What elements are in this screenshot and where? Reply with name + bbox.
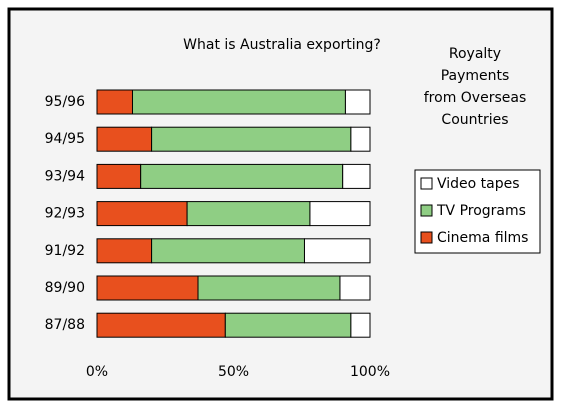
x-tick-label: 100% [350,364,390,380]
y-tick-label: 92/93 [45,206,85,222]
bar-segment [197,275,341,301]
y-tick-label: 91/92 [45,243,85,259]
x-tick-label: 0% [86,364,108,380]
y-tick-label: 89/90 [45,280,85,296]
legend-label: Video tapes [437,176,520,192]
bar-segment [303,238,371,264]
bar-segment [224,312,352,338]
bar-segment [140,163,344,189]
bar-segment [151,238,305,264]
annotation: Payments [441,68,510,84]
annotation: Countries [441,112,508,128]
annotation: Royalty [449,46,501,62]
x-tick-label: 50% [218,364,249,380]
legend-swatch [420,177,433,190]
y-tick-label: 87/88 [45,317,85,333]
y-tick-label: 94/95 [45,131,85,147]
legend-swatch [420,231,433,244]
bar-segment [96,163,142,189]
legend-swatch [420,204,433,217]
legend-box [414,169,541,254]
bar-segment [344,89,371,115]
y-tick-label: 93/94 [45,168,85,184]
bar-segment [96,275,199,301]
bar-segment [151,126,352,152]
bar-segment [309,201,371,227]
legend-label: TV Programs [436,203,526,219]
bar-segment [96,126,153,152]
annotation: from Overseas [424,90,526,106]
bar-segment [131,89,346,115]
bar-segment [350,126,371,152]
bar-segment [96,238,153,264]
bar-segment [342,163,371,189]
bar-segment [96,201,188,227]
bar-segment [96,89,133,115]
y-tick-label: 95/96 [45,94,85,110]
chart-title: What is Australia exporting? [183,37,381,53]
bar-segment [186,201,311,227]
bar-segment [96,312,226,338]
bar-segment [339,275,371,301]
legend-label: Cinema films [437,230,528,246]
bar-segment [350,312,371,338]
